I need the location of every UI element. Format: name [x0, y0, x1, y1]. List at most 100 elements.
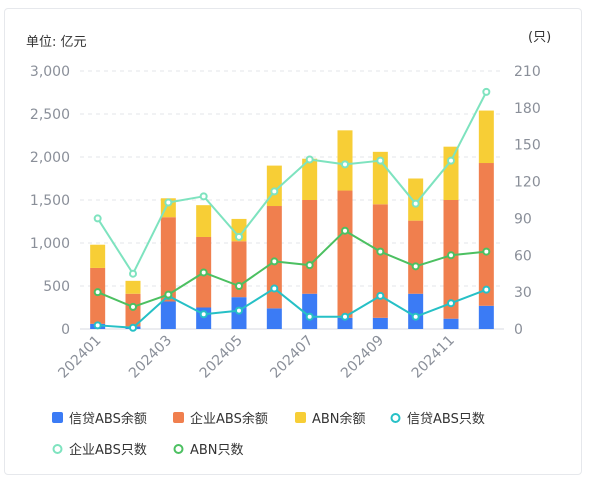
- legend-swatch: [173, 412, 184, 423]
- legend-label: ABN余额: [312, 411, 366, 427]
- line-point: [447, 299, 455, 308]
- x-tick-label: 202409: [338, 333, 387, 382]
- bar-segment: [337, 190, 353, 318]
- line-point: [270, 284, 279, 293]
- line-point: [341, 226, 349, 235]
- series-line: [97, 229, 487, 308]
- bar-segment: [443, 318, 459, 329]
- x-tick-label: 202411: [409, 333, 458, 382]
- line-point: [411, 312, 420, 321]
- bar-segment: [372, 317, 388, 329]
- legend-swatch: [295, 412, 306, 423]
- x-axis: 202401 202403 202405 202407 202409 202411: [55, 333, 457, 382]
- line-point: [164, 290, 173, 299]
- line-point: [411, 262, 420, 271]
- line-point: [376, 156, 385, 165]
- right-y-tick-label: 90: [514, 211, 532, 227]
- line-point: [164, 198, 173, 207]
- line-point: [270, 257, 279, 266]
- bar-segment: [478, 110, 494, 164]
- right-y-axis: 0 30 60 90 120 150 180 210: [514, 64, 541, 338]
- bar-segment: [196, 205, 212, 237]
- left-y-tick-label: 1,000: [30, 236, 70, 252]
- line-point: [305, 155, 314, 164]
- bar-segment: [443, 146, 459, 200]
- legend-item[interactable]: 企业ABS余额: [173, 411, 268, 427]
- legend-item[interactable]: ABN只数: [173, 443, 244, 458]
- bar-segment: [266, 206, 282, 309]
- line-point: [447, 156, 455, 165]
- left-y-tick-label: 3,000: [30, 64, 70, 80]
- legend-item[interactable]: ABN余额: [295, 411, 366, 427]
- x-tick-label: 202407: [267, 333, 316, 382]
- bar-segment: [90, 244, 106, 268]
- bar-segment: [160, 301, 176, 329]
- line-point: [447, 251, 455, 260]
- right-y-tick-label: 180: [514, 101, 541, 117]
- left-y-tick-label: 500: [43, 279, 70, 295]
- bar-segment: [408, 220, 424, 294]
- left-axis-unit: 单位: 亿元: [26, 35, 87, 50]
- bar-segment: [408, 178, 424, 221]
- line-point: [199, 192, 208, 201]
- line-point: [235, 306, 243, 315]
- line-point: [411, 199, 420, 208]
- x-tick-label: 202403: [126, 333, 175, 382]
- right-axis-unit: (只): [528, 30, 551, 45]
- line-point: [235, 282, 243, 290]
- right-y-tick-label: 150: [514, 138, 541, 154]
- line-point: [341, 312, 349, 321]
- series-line: [96, 91, 488, 275]
- line-point: [482, 285, 491, 294]
- legend-label: ABN只数: [190, 443, 244, 458]
- line-point: [199, 310, 208, 319]
- series-line: [97, 287, 487, 329]
- legend-item[interactable]: 信贷ABS余额: [52, 411, 147, 427]
- grid-lines: [80, 70, 504, 330]
- legend-swatch: [52, 412, 63, 423]
- line-point: [93, 321, 102, 330]
- bar-segment: [478, 163, 494, 306]
- bar-segment: [302, 293, 318, 329]
- line-point: [93, 288, 102, 297]
- left-y-tick-label: 2,000: [30, 150, 70, 166]
- legend-marker: [52, 444, 63, 454]
- line-point: [305, 261, 314, 270]
- bar-segment: [125, 280, 141, 294]
- right-y-tick-label: 210: [514, 64, 541, 80]
- legend-label: 信贷ABS余额: [69, 411, 147, 427]
- left-y-tick-label: 1,500: [30, 193, 70, 209]
- line-point: [93, 214, 102, 223]
- legend-label: 企业ABS只数: [69, 442, 147, 458]
- line-point: [482, 247, 491, 256]
- legend-marker: [390, 413, 401, 423]
- bar-segment: [160, 217, 176, 302]
- bar-segment: [337, 317, 353, 329]
- left-y-tick-label: 2,500: [30, 107, 70, 123]
- line-point: [341, 160, 349, 169]
- left-y-tick-label: 0: [61, 322, 70, 338]
- legend-item[interactable]: 信贷ABS只数: [390, 412, 485, 427]
- bar-segment: [372, 204, 388, 318]
- line-point: [270, 187, 279, 196]
- bar-segment: [408, 293, 424, 329]
- right-y-tick-label: 120: [514, 175, 541, 191]
- line-point: [129, 323, 137, 332]
- line-point: [129, 302, 137, 311]
- line-point: [305, 312, 314, 321]
- legend-item[interactable]: 企业ABS只数: [52, 442, 147, 458]
- line-point: [376, 247, 385, 256]
- line-point: [482, 87, 491, 96]
- line-point: [235, 232, 243, 241]
- left-y-axis: 0 500 1,000 1,500 2,000 2,500 3,000: [30, 64, 70, 338]
- x-tick-label: 202405: [197, 333, 246, 382]
- legend-label: 企业ABS余额: [190, 411, 268, 427]
- line-point: [376, 291, 385, 300]
- bar-segment: [302, 200, 318, 294]
- right-y-tick-label: 60: [514, 248, 532, 264]
- legend-label: 信贷ABS只数: [407, 412, 485, 427]
- bar-segment: [302, 158, 318, 200]
- legend-marker: [173, 444, 184, 454]
